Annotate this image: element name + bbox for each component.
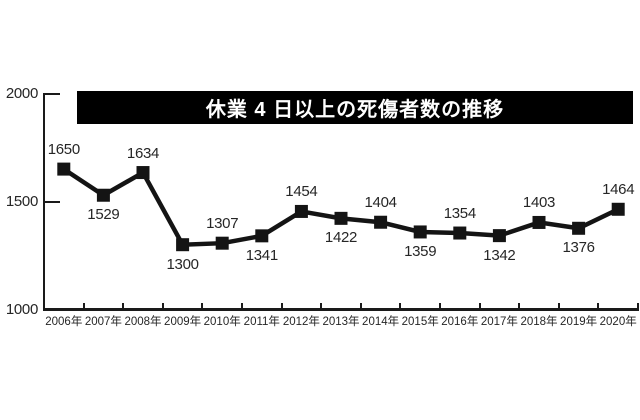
data-point-marker [96,188,110,202]
y-tick-mark [45,92,60,95]
data-point-label: 1359 [404,242,437,260]
x-axis-label: 2010年 [203,316,241,328]
y-tick-label: 1000 [5,300,38,318]
data-point-label: 1376 [562,239,595,257]
data-point-marker [374,215,388,229]
chart-title-bar: 休業 4 日以上の死傷者数の推移 [77,91,633,124]
x-tick-mark [597,303,600,308]
x-axis-label: 2013年 [322,316,360,328]
x-tick-mark [359,303,362,308]
x-tick-mark [399,303,402,308]
data-point-marker [215,236,229,250]
x-axis-label: 2006年 [45,316,83,328]
x-tick-mark [280,303,283,308]
data-point-label: 1650 [47,141,80,159]
data-point-marker [255,229,269,243]
y-tick-label: 2000 [5,84,38,102]
chart-title: 休業 4 日以上の死傷者数の推移 [205,99,505,121]
data-point-label: 1404 [364,194,397,212]
x-tick-mark [161,303,164,308]
x-axis-line [43,308,639,311]
data-point-label: 1300 [166,255,199,273]
x-axis-label: 2018年 [520,316,558,328]
x-tick-mark [637,303,639,308]
x-tick-mark [241,303,243,308]
x-tick-mark [201,303,204,308]
x-tick-mark [518,303,521,308]
data-point-label: 1403 [522,194,556,212]
data-point-label: 1464 [602,181,635,199]
x-axis-label: 2014年 [362,316,400,328]
data-point-marker [572,221,586,235]
data-point-marker [334,211,348,225]
x-tick-mark [439,303,441,308]
data-point-label: 1341 [245,246,278,264]
data-point-marker [611,202,625,216]
x-axis-label: 2007年 [84,316,122,328]
x-axis-label: 2011年 [243,316,280,328]
y-tick-label: 1500 [5,192,38,210]
data-point-label: 1422 [324,229,358,247]
x-tick-mark [557,303,560,308]
data-point-label: 1354 [443,205,476,223]
x-axis-label: 2015年 [401,316,439,328]
x-tick-mark [82,303,85,308]
y-axis-line [43,93,45,310]
data-point-marker [57,162,71,176]
x-axis-label: 2009年 [164,316,202,328]
data-point-marker [492,229,506,243]
x-tick-mark [122,303,125,308]
x-axis-label: 2016年 [441,316,479,328]
data-point-marker [532,215,546,229]
x-tick-mark [478,303,481,308]
y-tick-mark [45,200,60,203]
x-tick-mark [320,303,323,308]
data-point-marker [413,225,427,239]
x-axis-label: 2008年 [124,316,162,328]
x-axis-label: 2017年 [480,316,518,328]
data-point-marker [176,238,190,252]
data-point-label: 1342 [483,246,516,264]
data-point-marker [136,166,150,180]
data-point-label: 1454 [285,183,318,201]
x-axis-label: 2012年 [282,316,320,328]
x-axis-label: 2019年 [560,316,598,328]
data-point-label: 1307 [206,215,239,233]
data-point-label: 1634 [126,144,160,162]
data-point-marker [294,204,308,218]
x-axis-label: 2020年 [599,316,637,328]
data-point-label: 1529 [87,206,120,224]
data-point-marker [453,226,467,240]
